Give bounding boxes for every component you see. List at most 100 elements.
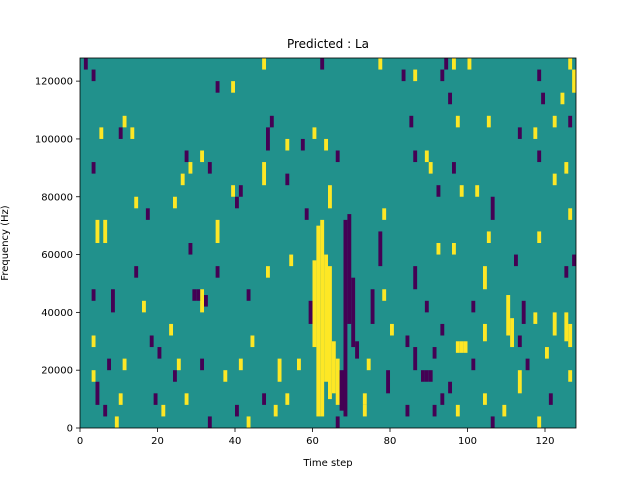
heatmap-cell-118 <box>424 300 429 313</box>
heatmap-cell-106 <box>289 254 294 267</box>
heatmap-cell-50 <box>269 115 274 128</box>
heatmap-cell-82 <box>328 185 332 209</box>
heatmap-cell-121 <box>533 312 538 324</box>
heatmap-cell-133 <box>157 347 162 359</box>
x-tick-label-5: 100 <box>458 436 477 447</box>
heatmap-cell-169 <box>455 404 460 417</box>
heatmap-cell-92 <box>95 219 100 244</box>
heatmap-cell-164 <box>235 404 239 417</box>
y-axis-label: Frequency (Hz) <box>0 205 11 281</box>
heatmap-cell-63 <box>184 150 189 163</box>
heatmap-cell-41 <box>215 81 220 93</box>
heatmap-cell-47 <box>99 127 104 139</box>
heatmap-cell-36 <box>452 58 456 70</box>
y-tick-label-2: 40000 <box>41 308 73 319</box>
heatmap-cell-58 <box>486 115 491 128</box>
heatmap-cell-8 <box>347 214 352 324</box>
heatmap-cell-7 <box>343 219 348 417</box>
heatmap-cell-93 <box>103 219 108 244</box>
heatmap-cell-86 <box>134 196 139 209</box>
heatmap-cell-26 <box>204 295 208 307</box>
heatmap-cell-109 <box>564 266 569 278</box>
heatmap-cell-127 <box>390 323 394 336</box>
x-tick-label-6: 120 <box>535 436 554 447</box>
heatmap-cell-152 <box>95 381 100 405</box>
y-tick-label-4: 80000 <box>41 192 73 203</box>
heatmap-cell-57 <box>455 115 460 128</box>
heatmap-cell-55 <box>324 138 329 151</box>
heatmap-cell-22 <box>428 370 433 382</box>
heatmap-cell-146 <box>173 370 177 382</box>
heatmap-cell-168 <box>432 404 437 417</box>
heatmap-cell-102 <box>134 266 139 278</box>
heatmap-cell-24 <box>192 289 197 301</box>
heatmap-cell-126 <box>250 335 255 348</box>
heatmap-cell-53 <box>300 138 305 151</box>
heatmap-cell-155 <box>184 393 189 405</box>
x-tick-label-0: 0 <box>77 436 83 447</box>
heatmap-cell-60 <box>533 127 538 139</box>
heatmap-cell-66 <box>413 150 418 163</box>
heatmap-cell-44 <box>541 92 546 105</box>
heatmap-cell-100 <box>514 254 518 267</box>
heatmap-cell-16 <box>459 341 464 353</box>
heatmap-cell-120 <box>521 300 526 324</box>
heatmap-cell-74 <box>428 162 433 174</box>
x-axis-label: Time step <box>302 458 352 469</box>
y-tick-label-6: 120000 <box>35 77 73 88</box>
heatmap-cell-107 <box>413 266 418 290</box>
heatmap-cell-54 <box>312 127 317 139</box>
heatmap-cell-122 <box>552 312 557 336</box>
heatmap-cell-125 <box>169 323 174 336</box>
heatmap-cell-31 <box>378 58 383 70</box>
heatmap-cell-124 <box>149 335 154 348</box>
heatmap-cell-52 <box>285 138 290 151</box>
heatmap-cell-68 <box>537 150 542 163</box>
heatmap-cell-15 <box>455 341 460 353</box>
heatmap-cells <box>83 58 577 428</box>
heatmap-cell-32 <box>401 69 406 82</box>
heatmap-cell-46 <box>122 115 127 128</box>
heatmap-cell-65 <box>335 150 340 163</box>
heatmap-cell-62 <box>568 115 573 128</box>
heatmap-cell-167 <box>405 404 410 417</box>
heatmap-cell-138 <box>297 358 301 371</box>
heatmap-cell-160 <box>483 393 487 405</box>
heatmap-cell-88 <box>145 208 150 220</box>
heatmap-cell-105 <box>266 266 270 278</box>
heatmap-cell-4 <box>312 260 317 348</box>
x-tick-label-3: 60 <box>306 436 319 447</box>
heatmap-cell-176 <box>537 416 542 428</box>
heatmap-cell-12 <box>506 295 511 336</box>
heatmap-cell-39 <box>568 58 573 70</box>
heatmap-cell-1 <box>320 219 325 417</box>
heatmap-cell-84 <box>459 185 464 197</box>
heatmap-cell-132 <box>122 358 127 371</box>
heatmap-cell-139 <box>366 358 371 371</box>
heatmap-cell-110 <box>572 254 577 267</box>
heatmap-cell-158 <box>362 393 367 405</box>
heatmap-cell-94 <box>304 208 309 220</box>
heatmap-cell-69 <box>91 162 96 174</box>
x-tick-label-1: 20 <box>151 436 164 447</box>
heatmap-cell-29 <box>262 58 267 70</box>
y-tick-label-5: 100000 <box>35 134 73 145</box>
heatmap-cell-61 <box>552 115 557 128</box>
heatmap-cell-48 <box>118 127 123 139</box>
heatmap-cell-101 <box>537 231 542 243</box>
heatmap-cell-148 <box>386 370 391 394</box>
heatmap-cell-33 <box>413 69 418 82</box>
heatmap-cell-175 <box>490 416 495 428</box>
y-axis-ticks: 0 20000 40000 60000 80000 100000 120000 <box>35 77 80 435</box>
heatmap-cell-154 <box>153 393 158 405</box>
heatmap-cell-174 <box>335 416 340 428</box>
heatmap-cell-25 <box>196 289 201 301</box>
heatmap-cell-64 <box>200 150 205 163</box>
heatmap-cell-11 <box>355 341 360 359</box>
heatmap-cell-45 <box>560 92 565 105</box>
heatmap-cell-96 <box>378 231 383 267</box>
heatmap-cell-150 <box>517 370 522 394</box>
heatmap-cell-5 <box>331 341 336 394</box>
heatmap-cell-111 <box>91 289 96 301</box>
